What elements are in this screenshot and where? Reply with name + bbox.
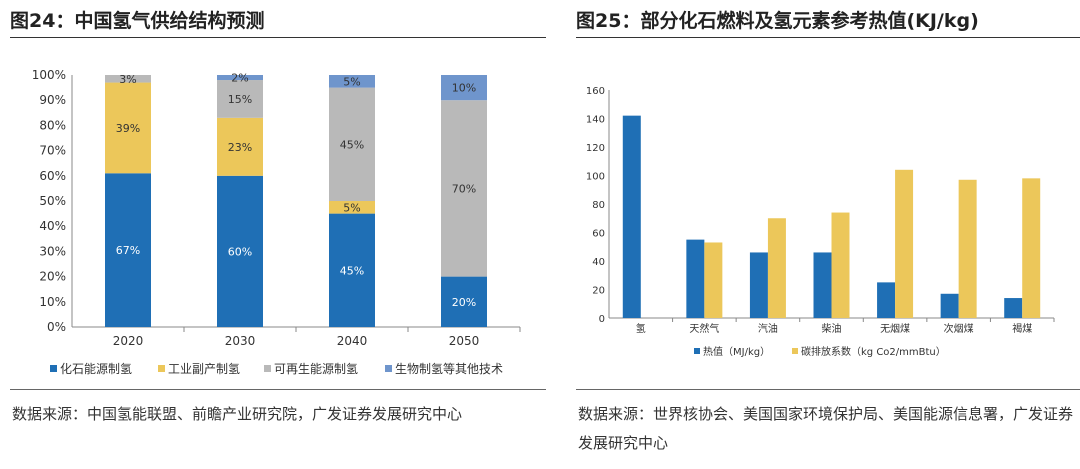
y-tick-label: 60% [39,169,66,183]
bar-segment [217,175,263,327]
x-tick-label: 2030 [225,334,256,348]
data-label: 3% [119,73,136,86]
y-tick-label: 10% [39,295,66,309]
x-tick-label: 汽油 [758,322,778,335]
hydrogen-supply-structure-chart: 0% 10% 20% 30% 40% 50% 60% 70% 80% 90% 100% 67% 39% 3… [32,68,521,376]
bar-segment [441,75,487,101]
y-tick-label: 90% [39,93,66,107]
bar-segment [329,87,375,201]
bar [940,293,959,318]
bar-segment [441,100,487,277]
bar [877,282,896,318]
bar [813,252,832,318]
x-tick-label: 2050 [449,334,480,348]
data-label: 5% [343,75,360,88]
y-tick-label: 20 [592,286,605,297]
y-tick-label: 40 [592,257,605,268]
data-label: 60% [228,245,252,258]
bar-segment [105,82,151,174]
bar-segment [105,75,151,83]
bar-segment [329,213,375,327]
x-tick-label: 次烟煤 [944,322,974,335]
y-tick-label: 140 [586,115,605,126]
legend-label: 化石能源制氢 [60,361,132,376]
left-title-rule [10,37,546,38]
legend-label: 生物制氢等其他技术 [395,361,503,376]
legend-swatch [694,348,700,354]
right-figure-panel: 图25：部分化石燃料及氢元素参考热值(KJ/kg) 0 20 40 60 80 100 12… [566,0,1080,469]
y-tick-label: 100 [586,172,605,183]
fuel-heat-value-chart: 0 20 40 60 80 100 120 140 160 氢 天然气 汽油 柴油 无烟煤 次烟煤 褐煤热值（… [586,86,1055,358]
y-tick-label: 100% [32,68,66,82]
data-label: 15% [228,93,252,106]
bar [1022,178,1041,318]
y-tick-label: 160 [586,86,605,97]
y-tick-label: 0% [47,320,66,334]
y-tick-label: 60 [592,229,605,240]
data-label: 45% [340,138,364,151]
legend-swatch [264,365,271,372]
bar-segment [329,201,375,214]
x-tick-label: 2040 [337,334,368,348]
left-source-rule [10,389,546,390]
bar [1004,298,1023,318]
x-tick-label: 柴油 [822,322,842,335]
x-tick-label: 褐煤 [1012,322,1032,335]
data-label: 39% [116,122,140,135]
left-figure-title: 图24：中国氢气供给结构预测 [10,10,265,32]
x-tick-label: 无烟煤 [880,322,910,335]
data-label: 70% [452,182,476,195]
bar [749,252,768,318]
data-label: 20% [452,296,476,309]
data-label: 23% [228,141,252,154]
legend-label: 可再生能源制氢 [274,361,358,376]
bar [958,179,977,318]
legend-swatch [792,348,798,354]
y-tick-label: 30% [39,244,66,258]
bar [895,169,914,318]
x-tick-label: 天然气 [689,322,719,335]
left-source-note: 数据来源：中国氢能联盟、前瞻产业研究院，广发证券发展研究中心 [12,405,463,423]
x-tick-label: 氢 [636,322,646,335]
y-tick-label: 40% [39,219,66,233]
data-label: 45% [340,264,364,277]
bar [767,218,786,318]
y-tick-label: 50% [39,194,66,208]
y-tick-label: 70% [39,144,66,158]
y-tick-label: 0 [599,314,605,325]
data-label: 5% [343,201,360,214]
bar [831,212,850,318]
bar-segment [217,75,263,81]
bar-segment [217,117,263,176]
data-label: 2% [231,72,248,85]
right-title-rule [576,37,1080,38]
legend-swatch [385,365,392,372]
right-source-note: 数据来源：世界核协会、美国国家环境保护局、美国能源信息署，广发证券发展研究中心 [578,405,1074,452]
legend-label: 热值（MJ/kg） [703,345,770,358]
bar-segment [441,276,487,327]
y-tick-label: 20% [39,270,66,284]
data-label: 10% [452,82,476,95]
bar [622,115,641,319]
bar-segment [329,75,375,88]
x-tick-label: 2020 [113,334,144,348]
legend-swatch [158,365,165,372]
data-label: 67% [116,244,140,257]
y-tick-label: 80% [39,118,66,132]
bar [704,242,723,318]
legend-label: 碳排放系数（kg Co2/mmBtu） [801,345,946,358]
bar-segment [105,173,151,327]
y-tick-label: 120 [586,143,605,154]
legend-swatch [50,365,57,372]
legend-label: 工业副产制氢 [168,361,240,376]
right-source-rule [576,389,1080,390]
bar [686,239,705,318]
right-figure-title: 图25：部分化石燃料及氢元素参考热值(KJ/kg) [576,10,979,32]
left-figure-panel: 图24：中国氢气供给结构预测 0% 10% 20% 30% 40% 50% 60% 70% 80… [10,10,546,423]
bar-segment [217,80,263,118]
y-tick-label: 80 [592,200,605,211]
